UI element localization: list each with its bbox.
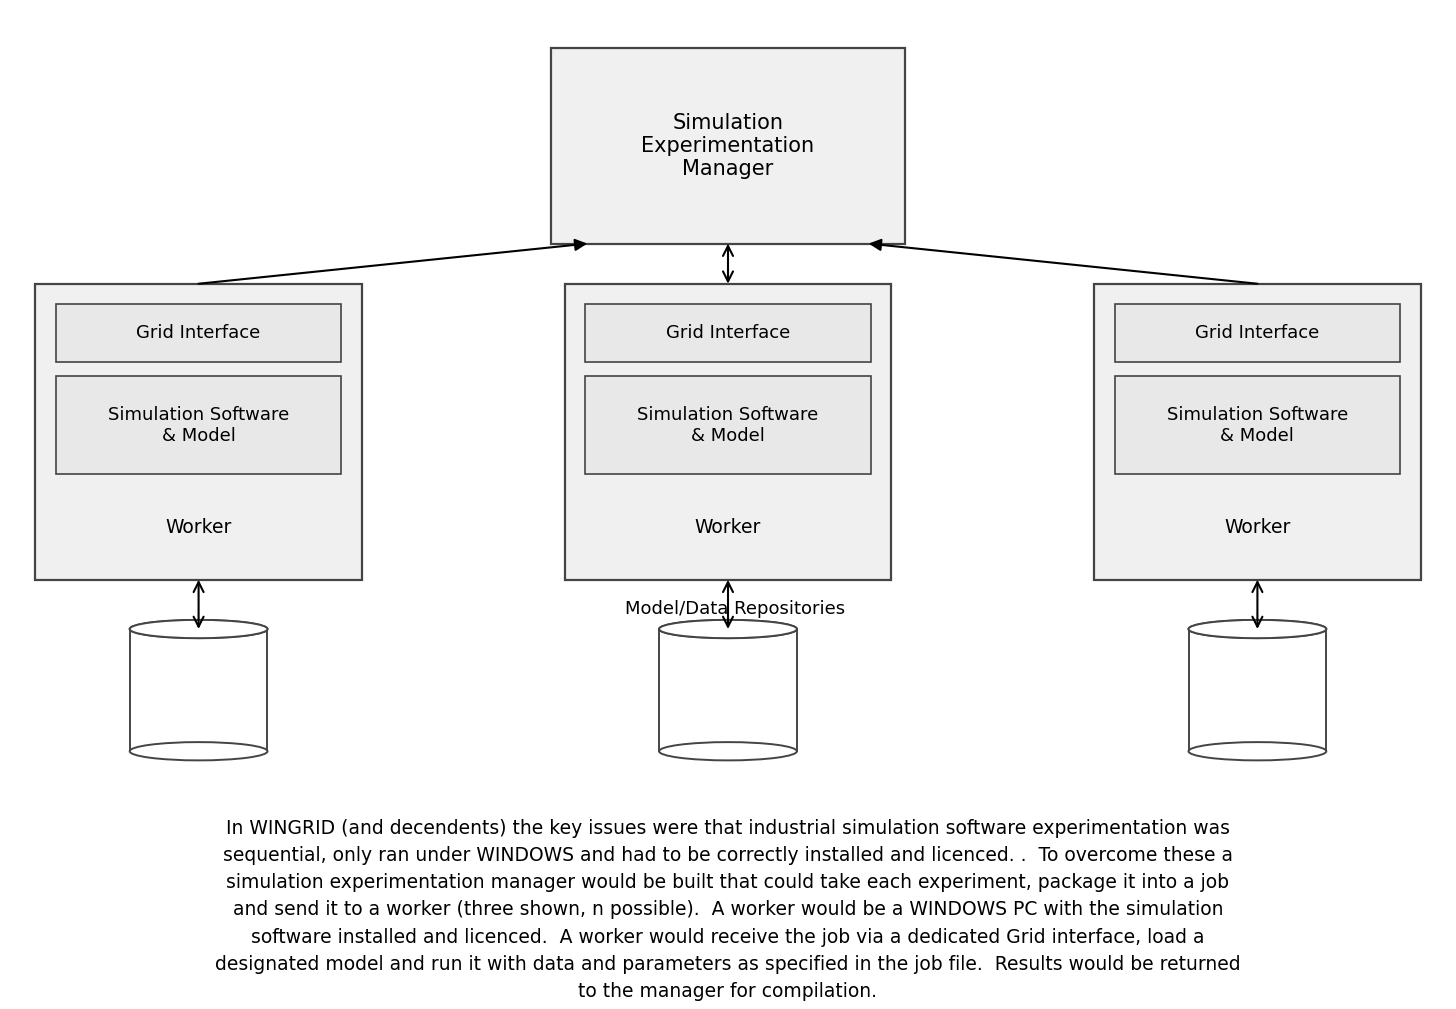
Bar bbox=[55, 376, 342, 474]
Bar bbox=[1114, 376, 1401, 474]
Text: Simulation Software
& Model: Simulation Software & Model bbox=[638, 406, 818, 445]
Bar bbox=[1095, 284, 1421, 580]
Bar bbox=[1188, 629, 1326, 752]
Ellipse shape bbox=[1188, 620, 1326, 638]
Text: Worker: Worker bbox=[695, 518, 761, 537]
Bar bbox=[585, 376, 871, 474]
Ellipse shape bbox=[130, 620, 268, 638]
Ellipse shape bbox=[130, 742, 268, 761]
Ellipse shape bbox=[660, 742, 796, 761]
Text: Simulation Software
& Model: Simulation Software & Model bbox=[108, 406, 290, 445]
Text: Simulation
Experimentation
Manager: Simulation Experimentation Manager bbox=[642, 113, 814, 179]
Bar bbox=[660, 629, 796, 752]
Bar bbox=[1114, 304, 1401, 362]
Ellipse shape bbox=[1188, 742, 1326, 761]
Bar bbox=[550, 48, 906, 243]
Ellipse shape bbox=[130, 620, 268, 638]
Text: Grid Interface: Grid Interface bbox=[665, 324, 791, 342]
Ellipse shape bbox=[660, 620, 796, 638]
Bar bbox=[55, 304, 342, 362]
Ellipse shape bbox=[1188, 620, 1326, 638]
Text: Simulation Software
& Model: Simulation Software & Model bbox=[1166, 406, 1348, 445]
Text: Model/Data Repositories: Model/Data Repositories bbox=[625, 599, 846, 618]
Text: Worker: Worker bbox=[166, 518, 232, 537]
Text: Worker: Worker bbox=[1224, 518, 1290, 537]
Text: Grid Interface: Grid Interface bbox=[137, 324, 261, 342]
Ellipse shape bbox=[660, 620, 796, 638]
Bar bbox=[585, 304, 871, 362]
Text: Grid Interface: Grid Interface bbox=[1195, 324, 1319, 342]
Bar bbox=[35, 284, 361, 580]
Bar bbox=[130, 629, 268, 752]
Bar bbox=[565, 284, 891, 580]
Text: In WINGRID (and decendents) the key issues were that industrial simulation softw: In WINGRID (and decendents) the key issu… bbox=[215, 818, 1241, 1001]
